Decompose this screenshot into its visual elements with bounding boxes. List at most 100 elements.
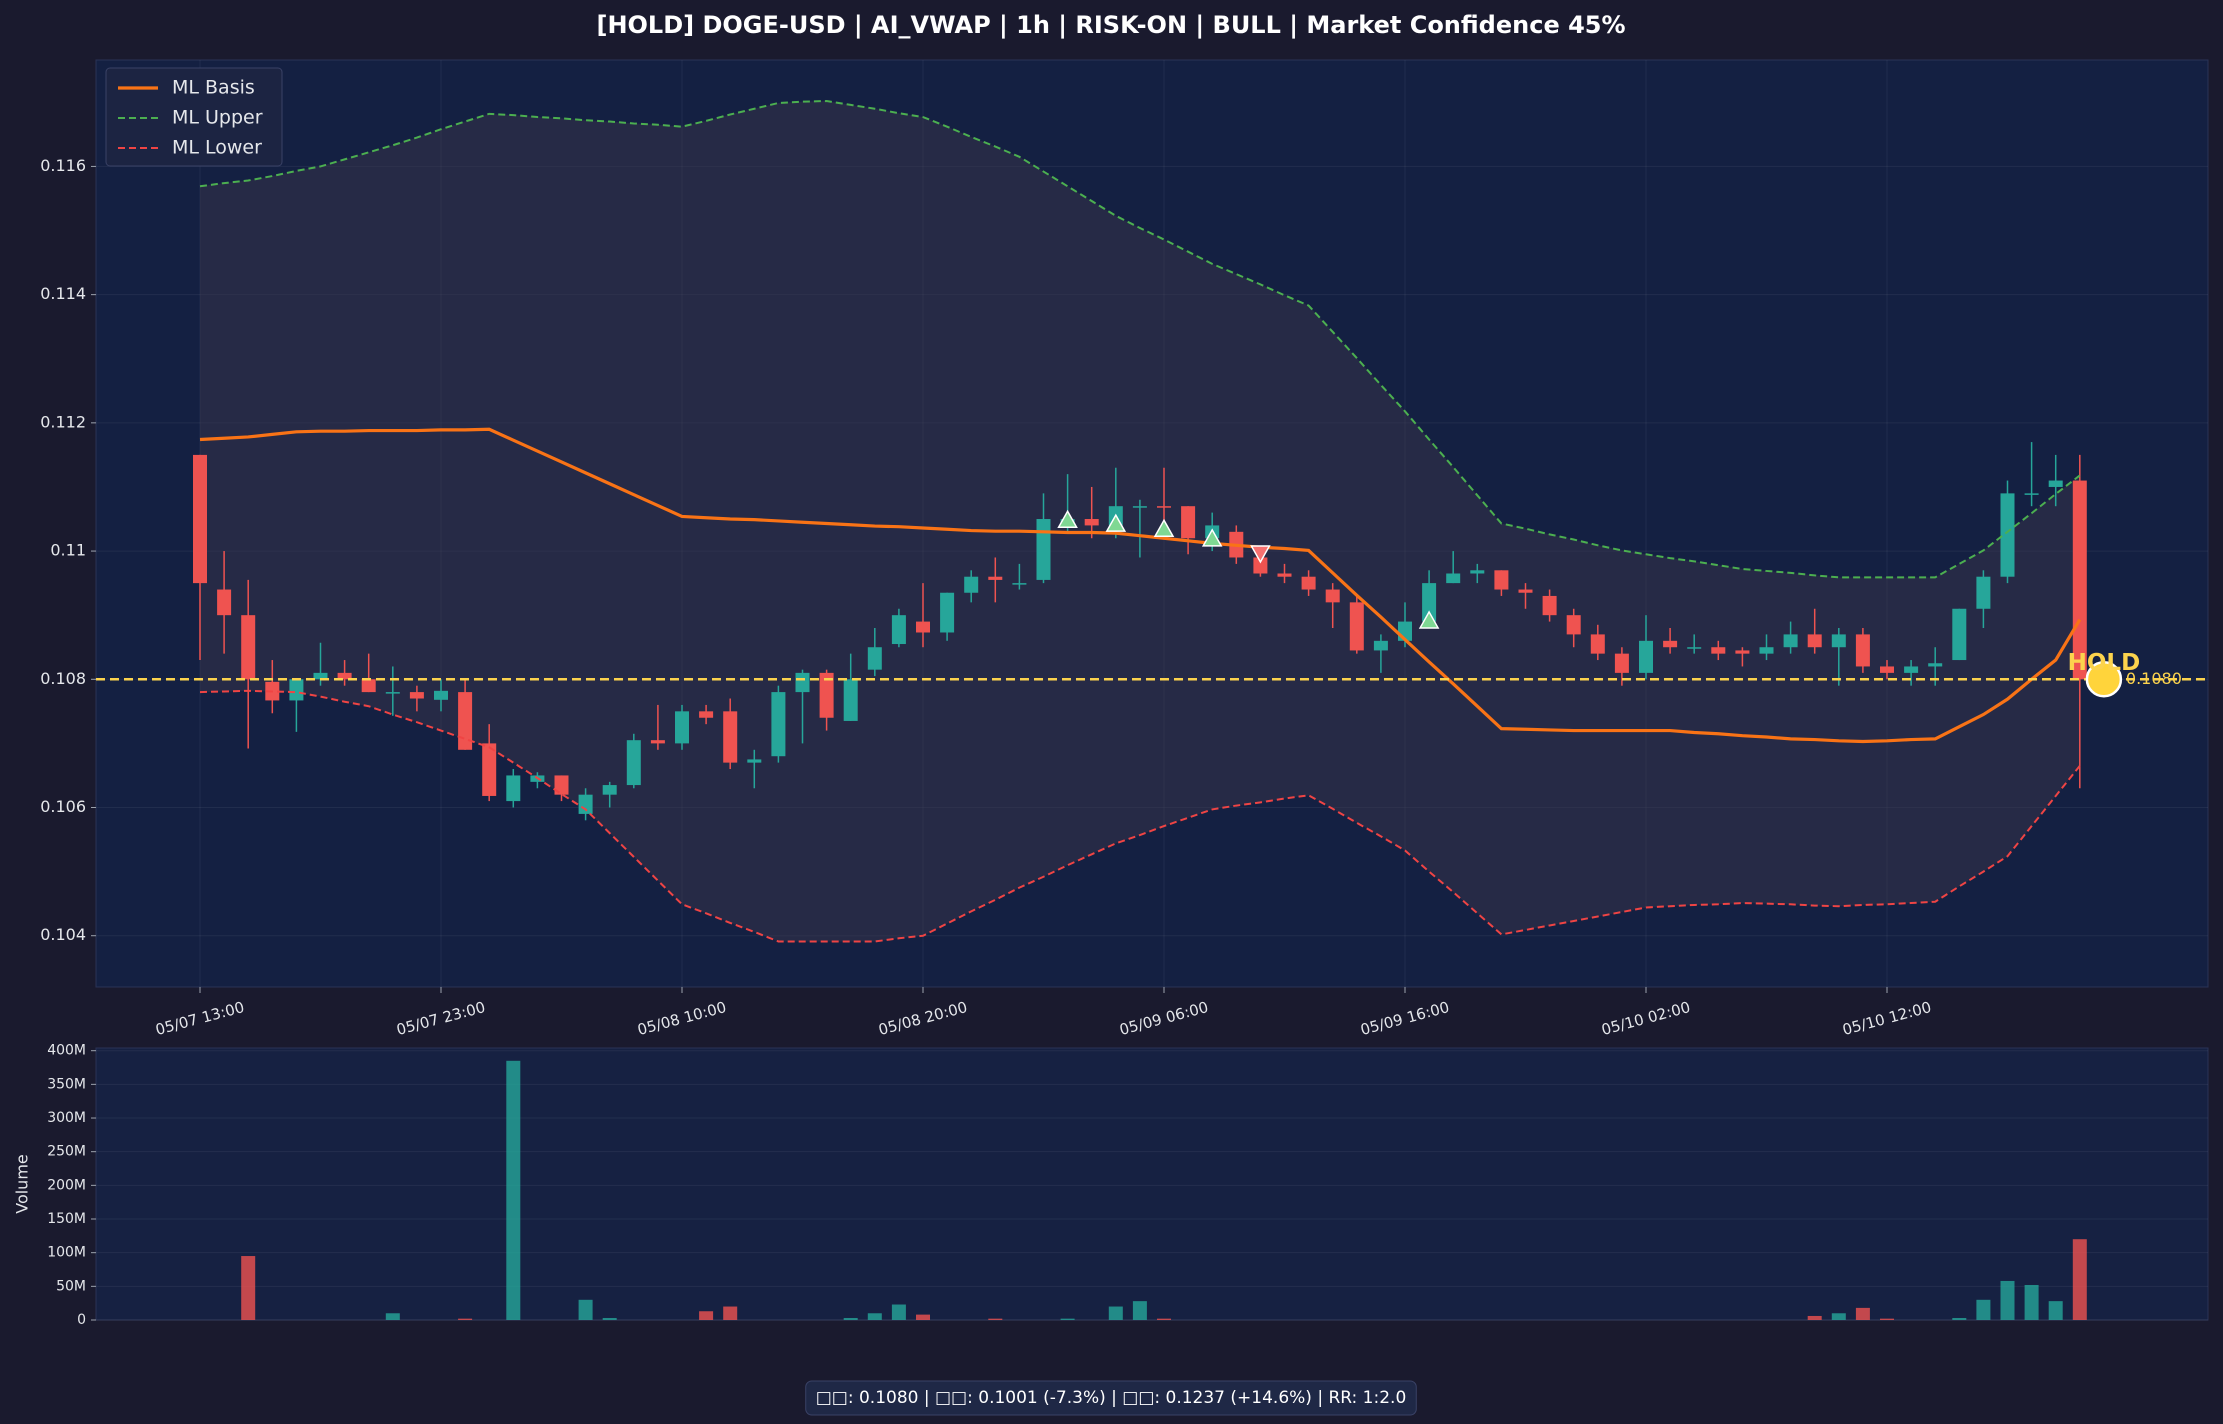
- volume-bar: [578, 1299, 593, 1320]
- volume-bar: [602, 1317, 617, 1320]
- volume-bar: [506, 1060, 521, 1320]
- buy-marker: [1105, 513, 1127, 532]
- candle-body: [1735, 650, 1750, 654]
- legend-box: [105, 67, 283, 167]
- candle-body: [1253, 557, 1268, 574]
- band-line: [199, 100, 2081, 579]
- candle-body: [916, 621, 930, 633]
- candle-body: [1590, 634, 1605, 654]
- candle-body: [1566, 615, 1581, 635]
- candle-body: [385, 692, 400, 694]
- volume-bar: [1952, 1317, 1967, 1320]
- candle-body: [843, 679, 858, 721]
- candle-body: [1952, 608, 1967, 661]
- volume-bar: [1108, 1306, 1123, 1320]
- volume-bar: [1976, 1299, 1991, 1320]
- band-line: [199, 427, 2082, 744]
- buy-marker: [1153, 518, 1175, 538]
- y-tick-label: 0.108: [40, 669, 86, 688]
- volume-bar: [988, 1318, 1003, 1320]
- candle-body: [361, 679, 376, 693]
- candle-body: [1422, 583, 1437, 622]
- candle-body: [771, 692, 786, 757]
- candle-body: [1157, 506, 1171, 508]
- candle-body: [675, 711, 689, 744]
- volume-bar: [2000, 1280, 2015, 1320]
- y-tick-label: 250M: [47, 1144, 86, 1160]
- candle-body: [602, 785, 617, 795]
- legend-label: ML Lower: [172, 137, 262, 159]
- signal-label: HOLD: [2068, 650, 2141, 676]
- candle-body: [795, 672, 810, 693]
- y-tick-label: 350M: [47, 1076, 86, 1092]
- plot-area: [95, 1047, 2209, 1321]
- candle-body: [2072, 480, 2087, 680]
- y-tick-label: 0: [77, 1312, 86, 1328]
- y-tick-label: 50M: [56, 1278, 86, 1294]
- candle-body: [1542, 595, 1557, 616]
- candle-body: [1518, 589, 1533, 593]
- y-tick-label: 0.114: [40, 284, 86, 303]
- candle-body: [1759, 647, 1774, 654]
- y-tick-label: 0.112: [40, 412, 86, 431]
- candle-body: [337, 672, 352, 680]
- candle-body: [650, 740, 665, 744]
- candle-body: [1831, 634, 1846, 648]
- chart-title: [HOLD] DOGE-USD | AI_VWAP | 1h | RISK-ON…: [596, 11, 1625, 39]
- legend-label: ML Upper: [172, 107, 263, 129]
- candle-body: [1639, 640, 1653, 673]
- candle-body: [1325, 589, 1340, 603]
- candle-body: [747, 759, 762, 763]
- candle-body: [1976, 576, 1991, 609]
- candle-body: [1711, 647, 1726, 654]
- volume-bar: [2072, 1239, 2087, 1320]
- volume-bar: [723, 1306, 738, 1320]
- volume-bar: [699, 1311, 714, 1320]
- candle-body: [1132, 506, 1147, 508]
- candle-body: [891, 615, 906, 645]
- candle-body: [409, 692, 424, 699]
- volume-bar: [1060, 1318, 1075, 1320]
- candle-body: [964, 576, 979, 593]
- footer-text: □□: 0.1080 | □□: 0.1001 (-7.3%) | □□: 0.…: [816, 1388, 1407, 1408]
- volume-bar: [1880, 1318, 1894, 1320]
- candle-body: [1012, 583, 1027, 585]
- band-line: [199, 689, 2081, 943]
- candle-body: [1928, 663, 1943, 667]
- plot-area: [95, 59, 2209, 988]
- volume-bar: [1157, 1318, 1171, 1320]
- volume-bar: [1855, 1307, 1870, 1320]
- volume-bar: [2048, 1301, 2063, 1320]
- y-tick-label: 100M: [47, 1245, 86, 1261]
- y-tick-label: 200M: [47, 1177, 86, 1193]
- buy-marker: [1201, 528, 1223, 547]
- candle-body: [193, 454, 207, 584]
- volume-bar: [1807, 1315, 1822, 1320]
- signal-marker: [2085, 661, 2123, 698]
- candle-body: [1783, 634, 1798, 648]
- y-tick-label: 300M: [47, 1110, 86, 1126]
- candle-body: [1494, 570, 1509, 590]
- candle-body: [1614, 653, 1629, 673]
- y-tick-label: 150M: [47, 1211, 86, 1227]
- candle-body: [1036, 519, 1051, 580]
- y-tick-label: 0.106: [40, 797, 86, 816]
- volume-bar: [1132, 1301, 1147, 1320]
- volume-bar: [843, 1317, 858, 1320]
- candle-body: [217, 589, 232, 616]
- candle-body: [482, 743, 497, 796]
- candle-body: [699, 711, 714, 718]
- candle-body: [458, 692, 473, 750]
- y-axis-label: Volume: [13, 1154, 32, 1214]
- candle-body: [1855, 634, 1870, 667]
- candle-body: [241, 615, 256, 680]
- sell-marker: [1250, 545, 1271, 564]
- candle-body: [1084, 519, 1099, 526]
- volume-bar: [867, 1313, 882, 1320]
- candle-body: [723, 711, 738, 763]
- buy-marker: [1057, 509, 1078, 529]
- candle-body: [1687, 647, 1702, 649]
- candle-body: [1807, 634, 1822, 648]
- volume-bar: [891, 1304, 906, 1320]
